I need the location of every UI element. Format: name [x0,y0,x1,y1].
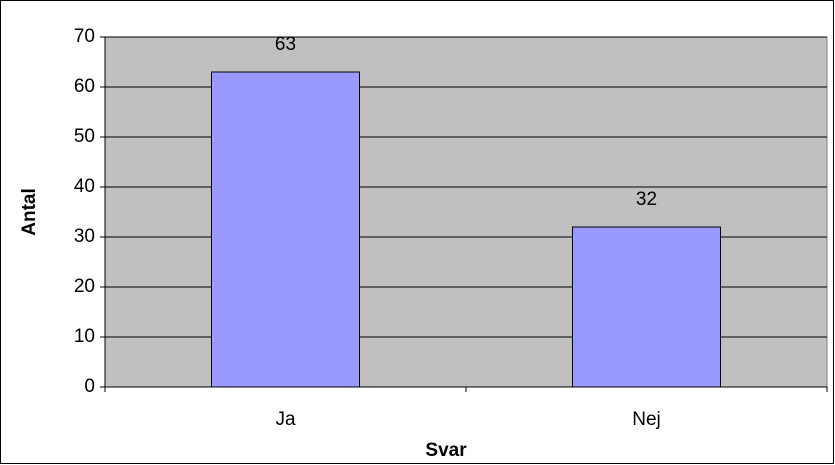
y-tick-label: 60 [74,76,95,97]
data-label: 63 [275,34,296,55]
bar [210,71,361,388]
y-axis-label: Antal [19,188,40,236]
data-label: 32 [636,189,657,210]
bar [571,226,722,388]
y-tick-label: 70 [74,26,95,47]
y-tick-label: 10 [74,326,95,347]
y-tick-label: 30 [74,226,95,247]
y-tick-label: 40 [74,176,95,197]
y-tick-label: 0 [84,376,95,397]
y-tick-label: 20 [74,276,95,297]
x-tick-label: Ja [275,409,296,430]
y-tick-label: 50 [74,126,95,147]
x-axis-label: Svar [425,440,467,461]
x-tick-label: Nej [632,409,661,430]
